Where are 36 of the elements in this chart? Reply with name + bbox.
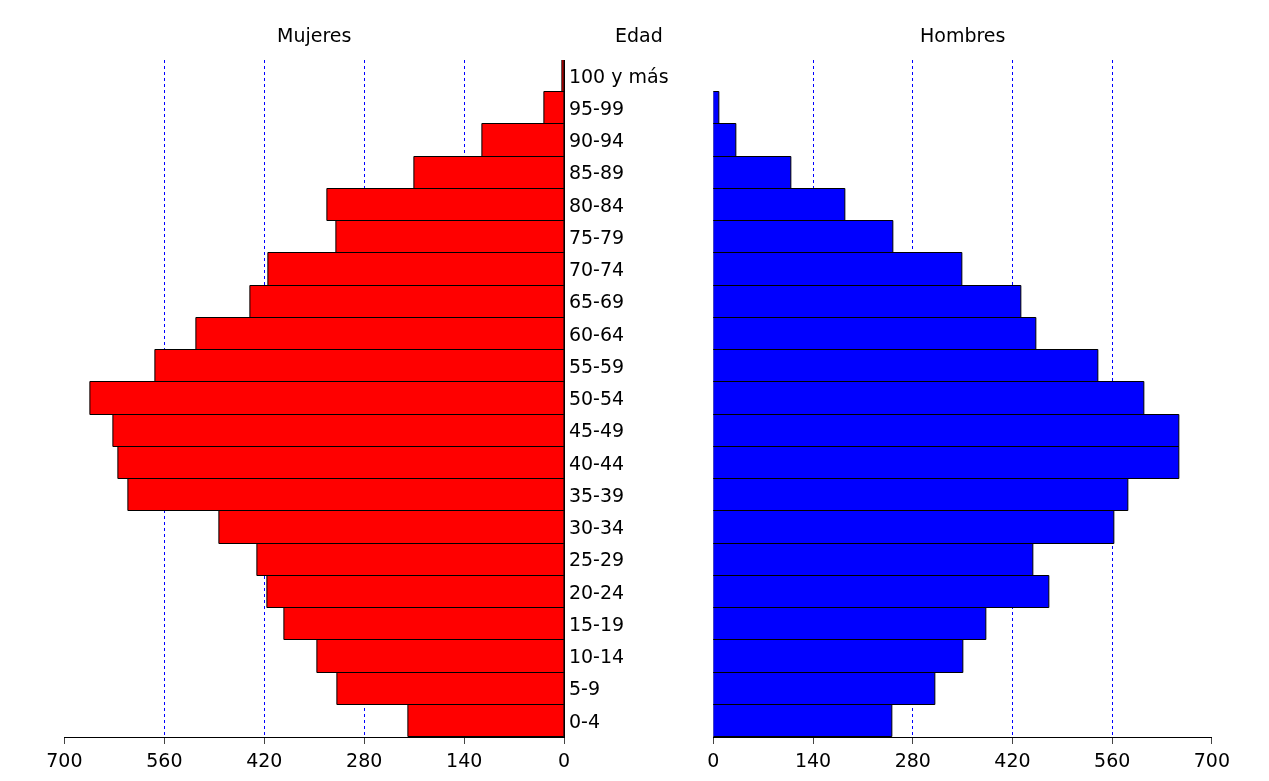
x-tick-label: 700 (46, 748, 83, 771)
y-tick-label: 25-29 (568, 548, 625, 571)
y-tick-label: 75-79 (568, 225, 625, 248)
y-tick-label: 65-69 (568, 290, 625, 313)
y-tick-label: 15-19 (568, 612, 625, 635)
y-tick-label: 60-64 (568, 322, 625, 345)
y-tick-label: 70-74 (568, 258, 625, 281)
y-tick-label: 30-34 (568, 516, 625, 539)
chart-title: Mujeres (277, 24, 352, 46)
y-tick-label: 20-24 (568, 580, 625, 603)
y-tick-label: 85-89 (568, 161, 625, 184)
chart-title: Hombres (920, 24, 1006, 46)
y-tick-label: 0-4 (568, 709, 600, 732)
y-tick-label: 10-14 (568, 645, 625, 668)
x-tick-label: 560 (146, 748, 183, 771)
x-tick-label: 140 (794, 748, 832, 771)
y-tick-label: 50-54 (568, 387, 625, 410)
y-axis-title: Edad (615, 24, 663, 46)
y-tick-label: 40-44 (568, 451, 625, 474)
x-tick-label: 420 (246, 748, 283, 771)
x-tick-label: 280 (894, 748, 931, 771)
y-tick-label: 55-59 (568, 354, 625, 377)
y-tick-label: 45-49 (568, 419, 625, 442)
x-tick-label: 0 (707, 748, 720, 771)
x-tick-label: 700 (1193, 748, 1231, 771)
x-tick-label: 140 (446, 748, 483, 771)
y-tick-label: 5-9 (568, 677, 600, 700)
y-tick-label: 95-99 (568, 97, 625, 120)
y-tick-label: 90-94 (568, 129, 625, 152)
x-tick-label: 280 (346, 748, 383, 771)
x-tick-label: 420 (994, 748, 1031, 771)
x-tick-label: 0 (558, 748, 571, 771)
y-tick-label: 80-84 (568, 193, 625, 216)
y-tick-label: 35-39 (568, 483, 625, 506)
y-tick-label: 100 y más (568, 64, 669, 87)
x-tick-label: 560 (1094, 748, 1131, 771)
